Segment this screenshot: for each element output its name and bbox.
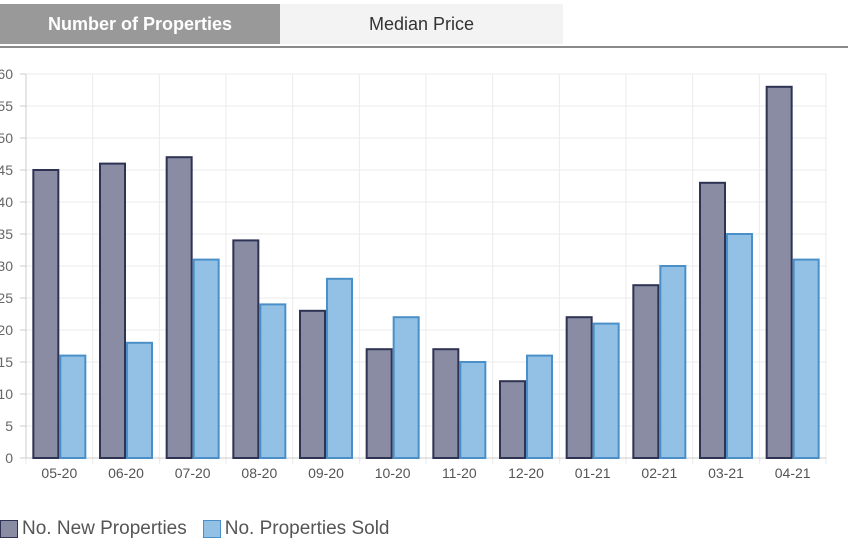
chart-tabs: Number of Properties Median Price xyxy=(0,4,848,48)
bar-s1-02-21 xyxy=(659,265,687,459)
bar-s1-08-20 xyxy=(259,303,287,459)
legend-item-new-properties[interactable]: No. New Properties xyxy=(0,518,187,540)
x-tick-label-05-20: 05-20 xyxy=(41,465,77,481)
bar-s0-03-21 xyxy=(699,181,726,460)
y-tick-label-7: 35 xyxy=(0,226,13,242)
y-tick-label-8: 40 xyxy=(0,194,13,210)
y-tick-label-5: 25 xyxy=(0,290,13,306)
legend-item-properties-sold[interactable]: No. Properties Sold xyxy=(202,518,390,540)
bar-s1-07-20 xyxy=(192,258,220,459)
bar-s1-04-21 xyxy=(792,258,820,459)
y-tick-label-6: 30 xyxy=(0,258,13,274)
x-tick-label-04-21: 04-21 xyxy=(775,465,811,481)
x-tick-label-11-20: 11-20 xyxy=(442,465,477,481)
bar-s0-01-21 xyxy=(565,316,593,460)
bar-s0-06-20 xyxy=(99,162,126,459)
bar-chart: 0 5 10 15 20 25 30 35 40 45 50 55 60 05-20 06-20 07-20 0… xyxy=(0,66,827,481)
bar-s0-07-20 xyxy=(165,156,193,459)
x-tick-label-03-21: 03-21 xyxy=(708,465,744,481)
legend-swatch-new-properties xyxy=(0,520,18,538)
bar-s0-10-20 xyxy=(365,348,393,460)
x-tick-label-02-21: 02-21 xyxy=(641,465,677,481)
x-tick-label-08-20: 08-20 xyxy=(241,465,277,481)
bar-s1-10-20 xyxy=(392,316,420,460)
x-tick-label-07-20: 07-20 xyxy=(175,465,211,481)
legend: No. New Properties No. Properties Sold xyxy=(0,516,405,542)
x-tick-label-12-20: 12-20 xyxy=(508,465,544,481)
legend-label-properties-sold: No. Properties Sold xyxy=(224,518,390,539)
x-tick-label-10-20: 10-20 xyxy=(375,465,411,481)
tab-median-price[interactable]: Median Price xyxy=(280,4,563,44)
y-tick-label-11: 55 xyxy=(0,98,13,114)
bar-s0-11-20 xyxy=(432,348,460,460)
y-tick-label-4: 20 xyxy=(0,322,13,338)
bar-s1-01-21 xyxy=(592,322,620,459)
y-tick-label-3: 15 xyxy=(0,354,13,370)
legend-label-new-properties: No. New Properties xyxy=(22,518,187,539)
legend-swatch-properties-sold xyxy=(202,520,221,538)
bar-s1-06-20 xyxy=(126,341,153,459)
bar-s0-08-20 xyxy=(232,239,260,459)
tab-number-of-properties[interactable]: Number of Properties xyxy=(0,4,280,44)
y-tick-label-12: 60 xyxy=(0,66,13,82)
bar-s0-12-20 xyxy=(499,380,526,460)
y-tick-label-10: 50 xyxy=(0,130,13,146)
bar-s1-03-21 xyxy=(726,233,753,459)
bar-s0-04-21 xyxy=(765,85,793,460)
bar-s0-09-20 xyxy=(299,309,326,459)
bar-s1-09-20 xyxy=(326,277,353,459)
x-tick-label-09-20: 09-20 xyxy=(308,465,344,481)
bar-s0-05-20 xyxy=(32,169,60,459)
y-tick-label-0: 0 xyxy=(5,450,13,466)
x-tick-label-06-20: 06-20 xyxy=(108,465,144,481)
y-tick-label-9: 45 xyxy=(0,162,13,178)
y-tick-label-2: 10 xyxy=(0,386,13,402)
bar-s1-12-20 xyxy=(526,354,553,460)
y-tick-label-1: 5 xyxy=(5,418,13,434)
x-tick-label-01-21: 01-21 xyxy=(575,465,611,481)
bar-s1-11-20 xyxy=(459,361,487,459)
bar-s1-05-20 xyxy=(59,354,87,460)
bar-s0-02-21 xyxy=(632,284,660,459)
